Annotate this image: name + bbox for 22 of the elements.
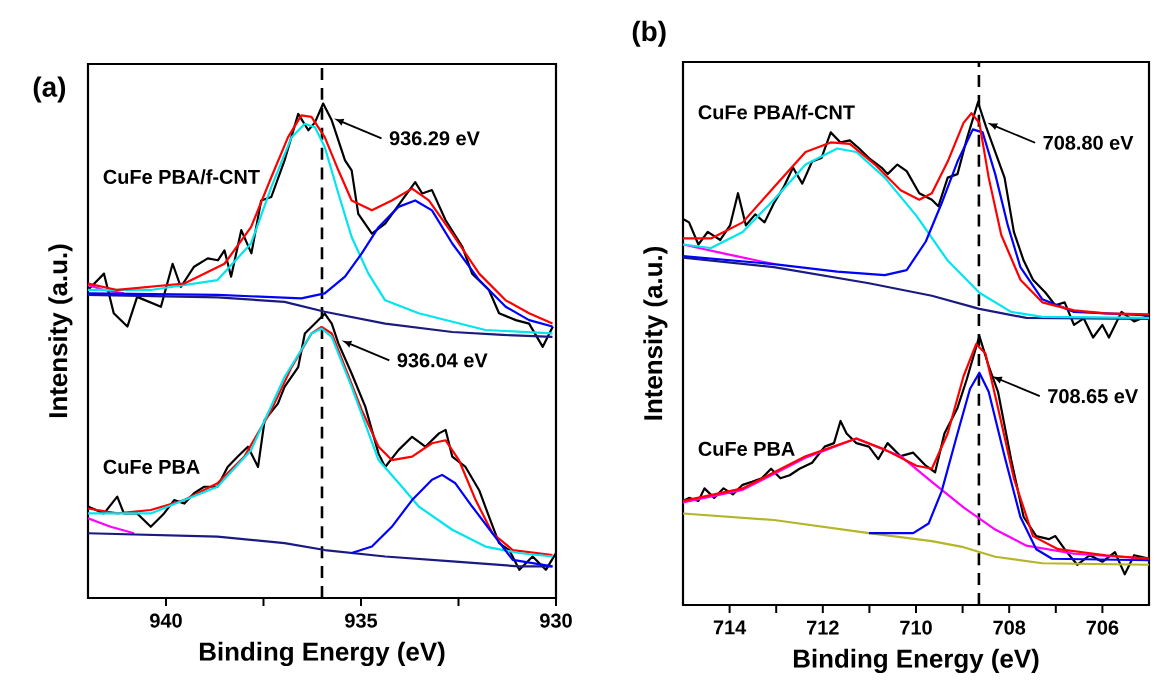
annotation: 708.65 eV xyxy=(1048,389,1139,404)
chart-title: (b) xyxy=(632,20,666,47)
x-tick-label: 940 xyxy=(150,613,182,628)
x-tick-label: 935 xyxy=(345,613,378,628)
x-tick-label: 930 xyxy=(540,613,572,628)
x-axis-title: Binding Energy (eV) xyxy=(793,648,1039,674)
x-axis-title: Binding Energy (eV) xyxy=(199,641,445,667)
series-label: CuFe PBA xyxy=(103,459,200,474)
series-label: CuFe PBA/f-CNT xyxy=(103,169,260,185)
annotation: 936.29 eV xyxy=(389,131,480,146)
chart-title: (a) xyxy=(33,76,66,103)
y-axis-title: Intensity (a.u.) xyxy=(643,247,668,420)
x-tick-label: 708 xyxy=(993,620,1026,635)
annotation: 708.80 eV xyxy=(1043,135,1134,150)
x-tick-label: 714 xyxy=(713,620,747,635)
y-axis-title: Intensity (a.u.) xyxy=(48,244,73,418)
x-tick-label: 712 xyxy=(807,620,839,635)
annotation: 936.04 eV xyxy=(397,353,488,368)
x-tick-label: 706 xyxy=(1086,620,1119,635)
x-tick-label: 710 xyxy=(900,620,932,635)
series-label: CuFe PBA xyxy=(698,441,795,456)
series-label: CuFe PBA/f-CNT xyxy=(698,104,855,120)
